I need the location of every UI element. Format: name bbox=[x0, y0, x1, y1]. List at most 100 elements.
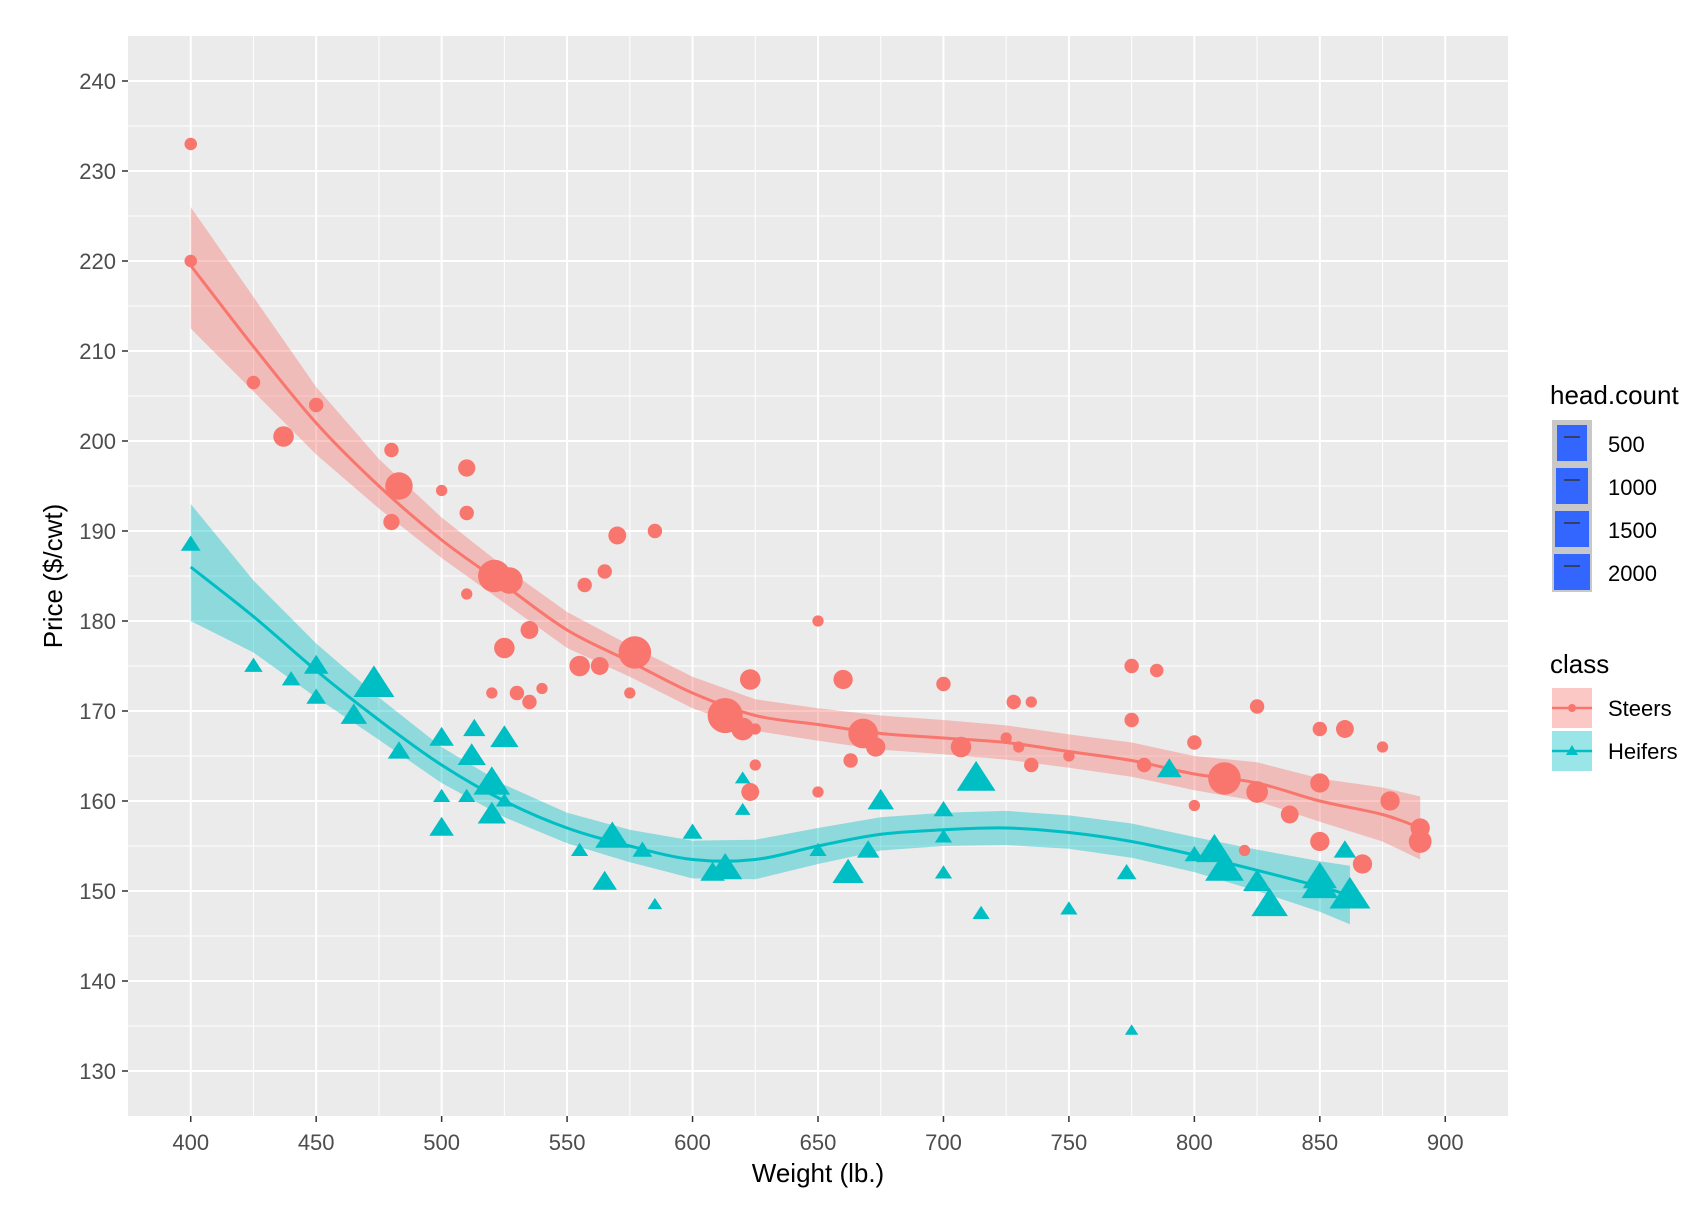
heifers-point bbox=[473, 766, 511, 795]
y-axis-ticks: 130 140 150 160 170 180 190 200 210 220 230 240 bbox=[79, 69, 128, 1084]
x-tick-label: 700 bbox=[925, 1130, 962, 1155]
steers-point bbox=[739, 669, 761, 690]
y-tick-label: 220 bbox=[79, 249, 116, 274]
steers-point bbox=[520, 621, 539, 639]
heifers-point bbox=[934, 829, 953, 843]
heifers-point bbox=[647, 897, 663, 910]
steers-point bbox=[1024, 757, 1039, 773]
heifers-point bbox=[734, 771, 751, 784]
class-legend-key-heifers bbox=[1552, 731, 1592, 771]
x-tick-label: 600 bbox=[674, 1130, 711, 1155]
steers-point bbox=[843, 753, 858, 768]
steers-point bbox=[246, 375, 261, 390]
size-legend-key bbox=[1556, 468, 1588, 504]
steers-point bbox=[749, 723, 761, 735]
size-legend-label-2000: 2000 bbox=[1608, 561, 1657, 586]
heifers-point bbox=[1251, 887, 1288, 917]
heifers-point bbox=[956, 760, 996, 791]
heifers-point bbox=[387, 741, 411, 759]
steers-point bbox=[624, 687, 636, 699]
heifers-point bbox=[809, 842, 827, 856]
steers-point bbox=[812, 615, 824, 627]
steers-point bbox=[1013, 741, 1025, 753]
size-legend-label-1000: 1000 bbox=[1608, 475, 1657, 500]
steers-point bbox=[273, 426, 294, 447]
heifers-point bbox=[592, 870, 617, 890]
size-legend-key bbox=[1555, 511, 1589, 547]
steers-point bbox=[597, 564, 612, 579]
steers-point bbox=[458, 459, 476, 477]
steers-point bbox=[950, 736, 972, 758]
steers-point bbox=[936, 676, 951, 692]
steers-point bbox=[866, 737, 886, 757]
steers-point bbox=[486, 687, 498, 699]
heifers-point bbox=[1333, 840, 1357, 858]
steers-point bbox=[1335, 720, 1354, 738]
heifers-point bbox=[1157, 758, 1182, 778]
y-tick-label: 150 bbox=[79, 879, 116, 904]
steers-point bbox=[1006, 694, 1021, 710]
steers-point bbox=[1208, 762, 1241, 795]
y-tick-label: 180 bbox=[79, 609, 116, 634]
heifers-point bbox=[281, 671, 301, 686]
heifers-point bbox=[1205, 850, 1244, 881]
heifers-point bbox=[933, 801, 954, 817]
x-tick-label: 500 bbox=[423, 1130, 460, 1155]
heifers-point bbox=[708, 853, 743, 880]
heifers-point bbox=[495, 793, 513, 807]
x-tick-label: 750 bbox=[1051, 1130, 1088, 1155]
steers-point bbox=[184, 254, 197, 268]
y-tick-label: 240 bbox=[79, 69, 116, 94]
heifers-point bbox=[571, 842, 589, 856]
size-legend: head.count 500 1000 1500 2000 bbox=[1550, 380, 1679, 592]
y-tick-label: 190 bbox=[79, 519, 116, 544]
x-axis-ticks: 400 450 500 550 600 650 700 750 800 850 900 bbox=[172, 1116, 1464, 1155]
size-legend-key bbox=[1557, 425, 1587, 461]
heifers-point bbox=[457, 743, 486, 765]
y-tick-label: 170 bbox=[79, 699, 116, 724]
heifers-smooth-line bbox=[189, 565, 1351, 897]
size-legend-title: head.count bbox=[1550, 380, 1679, 410]
size-legend-key bbox=[1554, 554, 1590, 590]
heifers-point bbox=[632, 841, 653, 857]
steers-point bbox=[1124, 712, 1139, 728]
heifers-point bbox=[1243, 869, 1272, 891]
x-tick-label: 800 bbox=[1176, 1130, 1213, 1155]
class-legend-label-steers: Steers bbox=[1608, 696, 1672, 721]
steers-point bbox=[1376, 741, 1389, 753]
y-axis-title: Price ($/cwt) bbox=[38, 504, 68, 648]
steers-point bbox=[1246, 781, 1268, 803]
steers-point bbox=[1310, 831, 1330, 852]
steers-point bbox=[384, 442, 399, 458]
heifers-point bbox=[1124, 1024, 1139, 1035]
steers-point bbox=[1063, 750, 1075, 762]
x-tick-label: 650 bbox=[800, 1130, 837, 1155]
steers-point bbox=[459, 505, 474, 521]
steers-point bbox=[577, 577, 592, 593]
heifers-point bbox=[303, 654, 329, 674]
heifers-point bbox=[306, 688, 327, 704]
heifers-point bbox=[490, 725, 519, 747]
class-legend: class Steers Heifers bbox=[1550, 649, 1678, 771]
steers-point bbox=[184, 137, 197, 151]
heifers-point bbox=[734, 802, 751, 815]
steers-point bbox=[1249, 699, 1265, 714]
steers-point bbox=[731, 717, 755, 741]
heifers-confidence-band bbox=[190, 504, 1350, 925]
steers-point bbox=[833, 669, 853, 690]
steers-point bbox=[647, 523, 663, 539]
heifers-point bbox=[180, 535, 201, 551]
heifers-point bbox=[353, 665, 395, 697]
heifers-point bbox=[340, 703, 368, 724]
steers-point bbox=[618, 636, 652, 669]
size-legend-label-1500: 1500 bbox=[1608, 518, 1657, 543]
y-tick-label: 210 bbox=[79, 339, 116, 364]
steers-point bbox=[1280, 805, 1299, 824]
size-legend-label-500: 500 bbox=[1608, 432, 1645, 457]
heifers-point bbox=[857, 840, 880, 858]
steers-point bbox=[1310, 773, 1330, 793]
y-tick-label: 200 bbox=[79, 429, 116, 454]
steers-point bbox=[494, 637, 515, 659]
steers-point bbox=[435, 484, 448, 497]
class-legend-key-steers bbox=[1552, 688, 1592, 728]
